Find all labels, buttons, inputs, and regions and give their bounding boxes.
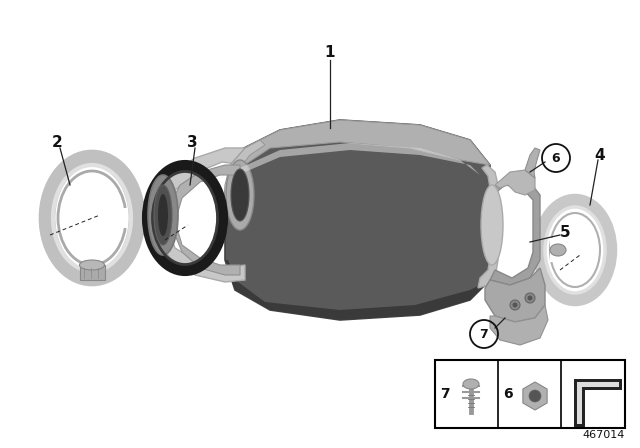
Polygon shape <box>550 238 568 262</box>
Polygon shape <box>224 140 265 230</box>
Text: 4: 4 <box>595 147 605 163</box>
Polygon shape <box>112 208 128 228</box>
Text: 5: 5 <box>560 224 570 240</box>
Polygon shape <box>230 120 490 180</box>
Polygon shape <box>150 148 245 282</box>
Ellipse shape <box>226 160 254 230</box>
Polygon shape <box>80 265 105 280</box>
Ellipse shape <box>481 185 503 265</box>
Polygon shape <box>525 148 540 178</box>
Circle shape <box>529 390 541 402</box>
Bar <box>435 360 625 428</box>
Text: 1: 1 <box>324 44 335 60</box>
Ellipse shape <box>550 244 566 256</box>
Circle shape <box>513 302 518 307</box>
Polygon shape <box>478 165 498 288</box>
Text: 7: 7 <box>479 327 488 340</box>
Ellipse shape <box>79 260 104 270</box>
Text: 6: 6 <box>552 151 560 164</box>
Polygon shape <box>490 180 540 285</box>
Ellipse shape <box>154 185 172 245</box>
Polygon shape <box>225 120 490 320</box>
Text: 2: 2 <box>52 134 62 150</box>
Polygon shape <box>225 260 490 320</box>
Polygon shape <box>495 170 535 195</box>
Circle shape <box>510 300 520 310</box>
Polygon shape <box>485 268 545 322</box>
Text: 467014: 467014 <box>582 430 625 440</box>
Ellipse shape <box>463 379 479 389</box>
Polygon shape <box>490 305 548 345</box>
Ellipse shape <box>148 175 178 255</box>
Text: 3: 3 <box>187 134 197 150</box>
Ellipse shape <box>158 194 168 236</box>
Text: 7: 7 <box>440 387 450 401</box>
Polygon shape <box>575 380 620 425</box>
Polygon shape <box>240 143 480 175</box>
Polygon shape <box>172 165 240 275</box>
Circle shape <box>527 296 532 301</box>
Ellipse shape <box>231 169 249 221</box>
Circle shape <box>525 293 535 303</box>
Text: 6: 6 <box>503 387 513 401</box>
